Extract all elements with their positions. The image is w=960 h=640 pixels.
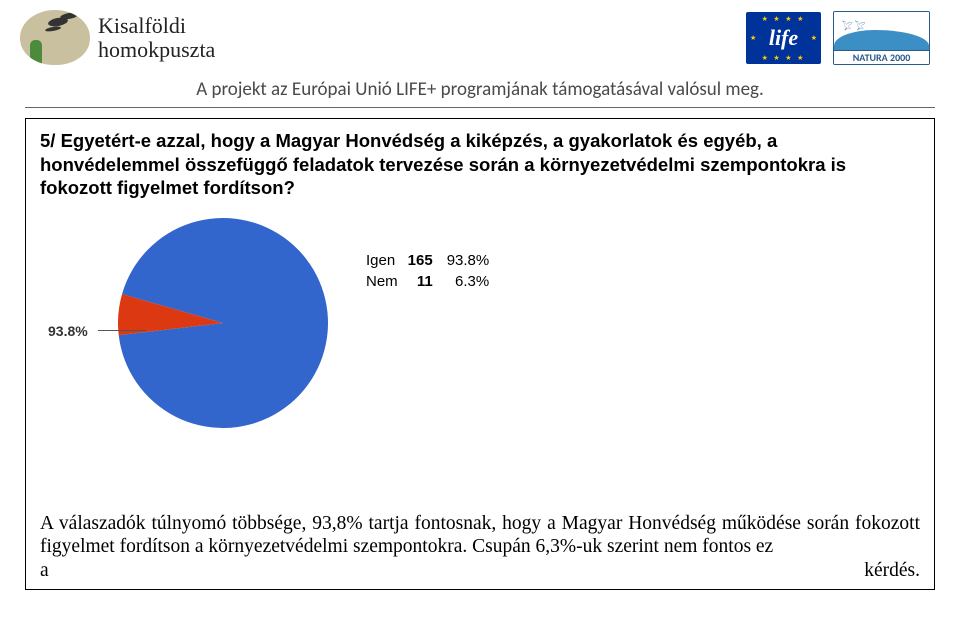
legend-row: Igen 165 93.8%	[366, 250, 499, 271]
logo-right-group: ★★ life 𓅯 𓅯 NATURA 2000	[746, 11, 930, 65]
natura-label: NATURA 2000	[834, 50, 929, 64]
pie-chart-wrap: 93.8%	[58, 218, 338, 433]
kisalfold-line2: homokpuszta	[98, 38, 215, 61]
pie-chart	[118, 218, 328, 428]
kisalfold-icon	[20, 10, 90, 65]
chart-row: 93.8% Igen 165 93.8%Nem 11 6.3%	[40, 218, 920, 433]
header-logos: Kisalföldi homokpuszta ★★ life 𓅯 𓅯 NATUR…	[0, 0, 960, 70]
content-box: 5/ Egyetért-e azzal, hogy a Magyar Honvé…	[25, 118, 935, 590]
pie-callout-label: 93.8%	[48, 323, 88, 339]
analysis-last-left: a	[40, 559, 49, 583]
legend-row: Nem 11 6.3%	[366, 271, 499, 292]
natura2000-logo: 𓅯 𓅯 NATURA 2000	[833, 11, 930, 65]
analysis-last-right: kérdés.	[864, 559, 920, 583]
analysis-line1: A válaszadók túlnyomó többsége, 93,8% ta…	[40, 513, 920, 558]
divider	[25, 107, 935, 108]
logo-kisalfold: Kisalföldi homokpuszta	[20, 10, 215, 65]
legend-pct: 6.3%	[447, 271, 500, 292]
legend-label: Nem	[366, 271, 408, 292]
legend-table: Igen 165 93.8%Nem 11 6.3%	[366, 250, 499, 292]
survey-question: 5/ Egyetért-e azzal, hogy a Magyar Honvé…	[40, 129, 920, 200]
life-logo: ★★ life	[746, 12, 821, 64]
legend-count: 11	[408, 271, 447, 292]
page-subtitle: A projekt az Európai Unió LIFE+ programj…	[0, 78, 960, 101]
legend-count: 165	[408, 250, 447, 271]
kisalfold-line1: Kisalföldi	[98, 14, 215, 37]
pie-leader-line	[98, 330, 146, 331]
legend-pct: 93.8%	[447, 250, 500, 271]
legend-label: Igen	[366, 250, 408, 271]
analysis-text: A válaszadók túlnyomó többsége, 93,8% ta…	[40, 512, 920, 583]
kisalfold-text: Kisalföldi homokpuszta	[98, 14, 215, 60]
